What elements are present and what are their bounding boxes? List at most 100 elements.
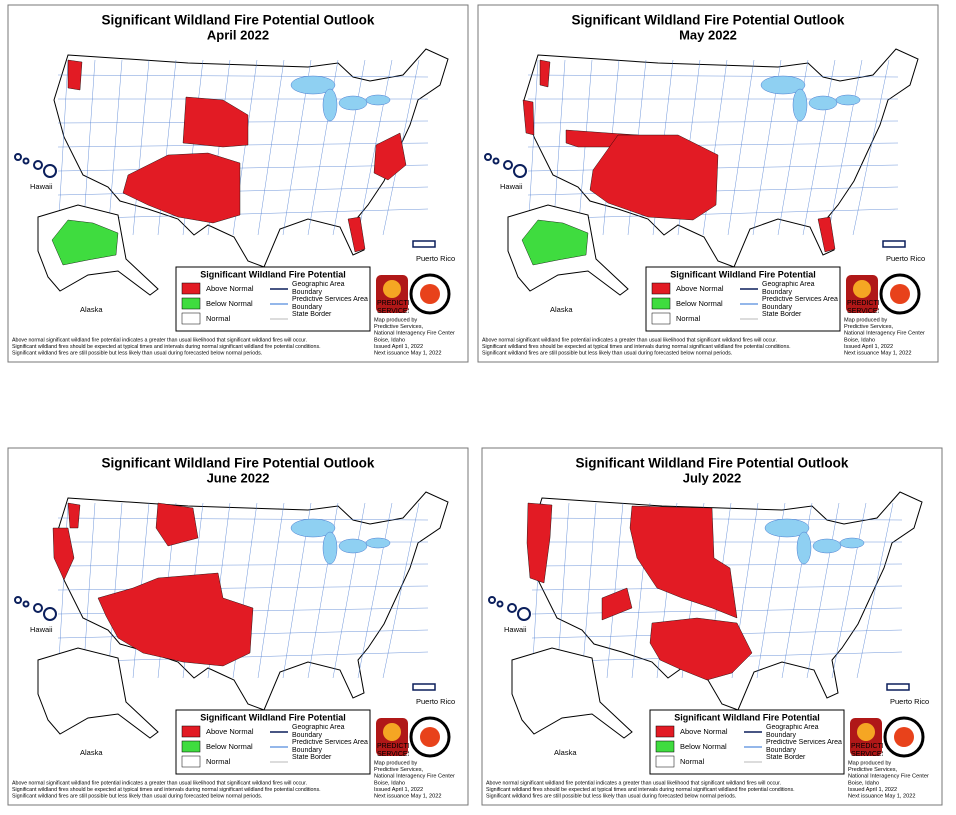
area-boundary (556, 502, 570, 679)
hawaii-island (513, 164, 527, 178)
area-boundary (802, 59, 836, 236)
logo-text-box: PREDICTIVE SERVICES (377, 743, 409, 757)
legend-label: Predictive Services Area Boundary (292, 296, 368, 311)
logo-text-box: PREDICTIVE SERVICES (847, 300, 879, 314)
legend-label: Geographic Area Boundary (762, 281, 815, 296)
hawaii-island (492, 157, 500, 165)
credit-line: National Interagency Fire Center (374, 331, 455, 337)
legend-label-box: State Border (762, 311, 802, 318)
credit-line: Next issuance May 1, 2022 (374, 793, 441, 799)
area-boundary (781, 502, 813, 679)
footnote: Significant wildland fires are still pos… (482, 351, 732, 357)
hawaii-island (43, 607, 57, 621)
area-boundary (577, 59, 593, 236)
lake (290, 518, 336, 538)
lake (796, 531, 812, 565)
credit-line: Next issuance May 1, 2022 (848, 793, 915, 799)
above-normal-area (347, 216, 366, 253)
area-boundary (107, 59, 123, 236)
legend-swatch (655, 725, 675, 738)
area-boundary (777, 59, 809, 236)
lake (290, 75, 336, 95)
area-boundary (57, 585, 429, 591)
map-period: April 2022 (207, 27, 269, 42)
logo-text-box: PREDICTIVE SERVICES (851, 743, 883, 757)
hawaii-island (517, 607, 531, 621)
legend-swatch (655, 755, 675, 768)
hawaii-island (496, 600, 504, 608)
area-boundary (831, 502, 867, 679)
footnote: Above normal significant wildland fire p… (12, 337, 307, 343)
legend-label: State Border (292, 311, 332, 318)
footnote: Significant wildland fires should be exp… (12, 344, 321, 350)
puerto-rico (412, 683, 436, 691)
lake (792, 88, 808, 122)
map-panel: Significant Wildland Fire Potential Outl… (477, 4, 939, 363)
credit-line: Predictive Services, (848, 767, 898, 773)
credit-line: Next issuance May 1, 2022 (374, 350, 441, 356)
lake (760, 75, 806, 95)
lake (365, 537, 391, 549)
nifc-logo-fire (890, 284, 910, 304)
area-boundary (806, 502, 840, 679)
place-label: Hawaii (30, 182, 53, 191)
legend-box (649, 709, 845, 775)
place-label: Alaska (550, 305, 573, 314)
above-normal-area (629, 505, 738, 619)
legend-swatch (181, 740, 201, 753)
map-period: July 2022 (683, 470, 742, 485)
logo-text: PREDICTIVE SERVICES (847, 300, 879, 314)
above-normal-area (122, 152, 241, 224)
legend-label: State Border (762, 311, 802, 318)
hawaii-island (33, 160, 43, 170)
credit-line: National Interagency Fire Center (844, 331, 925, 337)
area-boundary (257, 59, 285, 236)
hawaii-island (14, 596, 22, 604)
place-label: Alaska (80, 305, 103, 314)
legend-box (175, 266, 371, 332)
area-boundary (357, 59, 393, 236)
area-boundary (332, 502, 366, 679)
credit-line: Predictive Services, (844, 324, 894, 330)
area-boundary (531, 517, 903, 521)
above-normal-area (52, 527, 75, 581)
above-normal-area (67, 502, 81, 529)
area-boundary (57, 208, 429, 220)
above-normal-area (97, 572, 254, 667)
legend-label: Geographic Area Boundary (766, 724, 819, 739)
area-boundary (357, 502, 393, 679)
logo-flame (383, 280, 401, 298)
legend-swatch (651, 282, 671, 295)
place-label: Alaska (554, 748, 577, 757)
legend-label: Normal (680, 757, 705, 766)
area-boundary (527, 120, 899, 124)
place-label: Alaska (80, 748, 103, 757)
map-panel: Significant Wildland Fire Potential Outl… (7, 4, 469, 363)
footnote: Significant wildland fires are still pos… (12, 351, 262, 357)
footnote: Above normal significant wildland fire p… (482, 337, 777, 343)
hawaii-island (22, 600, 30, 608)
legend-swatch (181, 725, 201, 738)
legend-label: Normal (206, 314, 231, 323)
map-panel: Significant Wildland Fire Potential Outl… (481, 447, 943, 806)
footnote: Above normal significant wildland fire p… (12, 780, 307, 786)
nifc-logo-fire (420, 727, 440, 747)
above-normal-area (817, 216, 836, 253)
map-period: June 2022 (207, 470, 270, 485)
area-boundary (527, 59, 539, 236)
logo-flame (853, 280, 871, 298)
logo-text: PREDICTIVE SERVICES (851, 743, 883, 757)
legend-label: Normal (206, 757, 231, 766)
legend-label-box: Predictive Services Area Boundary (292, 739, 368, 754)
legend-label: Normal (676, 314, 701, 323)
puerto-rico (412, 240, 436, 248)
lake (365, 94, 391, 106)
area-boundary (527, 74, 899, 78)
place-label: Hawaii (30, 625, 53, 634)
area-boundary (727, 59, 755, 236)
hawaii-island (43, 164, 57, 178)
area-boundary (606, 502, 624, 679)
legend-title: Significant Wildland Fire Potential (674, 712, 819, 722)
above-normal-area (649, 617, 753, 681)
credit-line: Issued April 1, 2022 (374, 344, 423, 350)
